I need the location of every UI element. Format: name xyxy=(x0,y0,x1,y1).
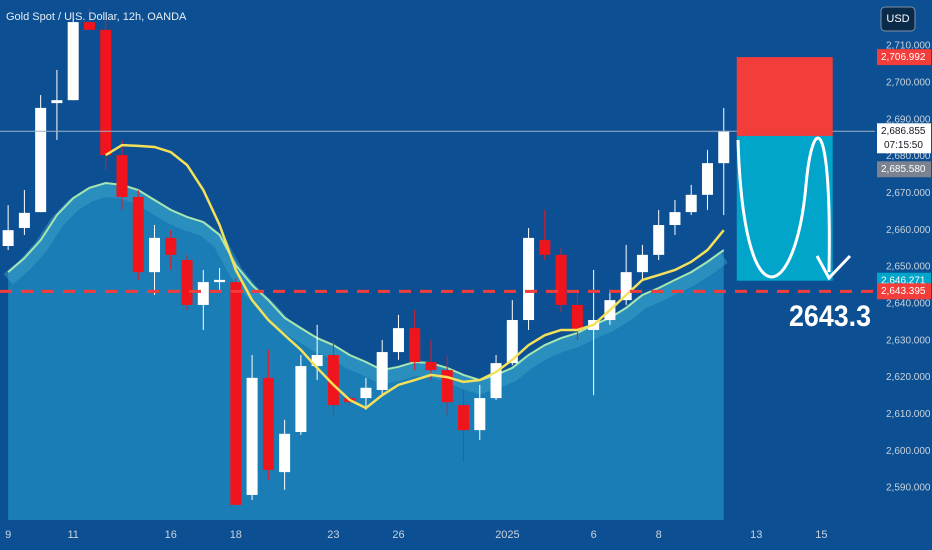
y-tick-label: 2,640.000 xyxy=(886,298,931,309)
candle-body xyxy=(441,370,453,403)
price-line-tag-bg xyxy=(877,283,931,300)
stop-tag: 2,706.992 xyxy=(881,52,926,63)
candle-body xyxy=(620,272,632,301)
candle-body xyxy=(523,237,535,321)
candle-body xyxy=(555,254,567,305)
candle-body xyxy=(67,22,79,101)
annotation: 2643.3 xyxy=(789,300,871,333)
arrow-curve xyxy=(736,136,831,279)
candle-body xyxy=(262,377,274,470)
currency-button[interactable] xyxy=(880,6,916,32)
x-tick-label: 2025 xyxy=(495,529,519,541)
last-price-tag-bg xyxy=(877,123,931,154)
moving-average xyxy=(105,143,725,410)
candle-body xyxy=(571,304,583,330)
candle-body xyxy=(149,237,161,273)
candle-body xyxy=(701,163,713,195)
y-tick-label: 2,610.000 xyxy=(886,409,931,420)
x-tick-label: 6 xyxy=(591,529,597,541)
y-tick-label: 2,620.000 xyxy=(886,372,931,383)
candle-body xyxy=(132,197,144,273)
candle-body xyxy=(246,377,258,495)
x-tick-label: 23 xyxy=(327,529,339,541)
x-tick-label: 18 xyxy=(230,529,242,541)
candle-body xyxy=(506,320,518,364)
candle-body xyxy=(685,194,697,213)
y-tick-label: 2,590.000 xyxy=(886,483,931,494)
x-tick-label: 16 xyxy=(165,529,177,541)
arrow-head xyxy=(815,254,852,281)
currency-label: USD xyxy=(886,13,909,25)
candle-body xyxy=(116,155,128,198)
candle-body xyxy=(669,212,681,226)
candle-body xyxy=(2,230,14,247)
candle-body xyxy=(35,107,47,213)
candle-body xyxy=(409,328,421,363)
candle-body xyxy=(197,282,209,305)
candle-body xyxy=(376,352,388,390)
y-tick-label: 2,630.000 xyxy=(886,335,931,346)
entry-tag-bg xyxy=(877,161,931,178)
candle-body xyxy=(458,405,470,431)
candle-body xyxy=(51,100,63,104)
x-tick-label: 11 xyxy=(67,529,78,541)
x-tick-label: 9 xyxy=(5,529,11,541)
y-tick-label: 2,670.000 xyxy=(886,188,931,199)
candle-body xyxy=(279,433,291,473)
candle-body xyxy=(230,282,242,505)
timer: 07:15:50 xyxy=(884,140,923,151)
candle-body xyxy=(653,225,665,255)
candle-body xyxy=(295,366,307,432)
price-line-tag: 2,643.395 xyxy=(881,286,926,297)
candle-body xyxy=(539,240,551,255)
x-tick-label: 13 xyxy=(750,529,762,541)
chart-title: Gold Spot / U.S. Dollar, 12h, OANDA xyxy=(6,11,187,23)
y-tick-label: 2,600.000 xyxy=(886,446,931,457)
candle-body xyxy=(181,260,193,305)
x-tick-label: 26 xyxy=(392,529,404,541)
y-tick-label: 2,700.000 xyxy=(886,78,931,89)
y-tick-label: 2,680.000 xyxy=(886,151,931,162)
last-price-tag: 2,686.855 xyxy=(881,126,926,137)
y-tick-label: 2,690.000 xyxy=(886,114,931,125)
candle-body xyxy=(18,212,30,228)
target-tag: 2,646.271 xyxy=(881,275,926,286)
candle-body xyxy=(83,22,95,30)
y-tick-label: 2,710.000 xyxy=(886,41,931,52)
y-tick-label: 2,650.000 xyxy=(886,262,931,273)
entry-tag: 2,685.580 xyxy=(881,164,926,175)
candle-body xyxy=(360,387,372,399)
x-tick-label: 8 xyxy=(656,529,662,541)
candle-body xyxy=(490,363,502,399)
candle-body xyxy=(392,328,404,353)
x-tick-label: 15 xyxy=(815,529,827,541)
candle-body xyxy=(214,279,226,283)
candle-body xyxy=(165,237,177,255)
candle-body xyxy=(636,254,648,273)
candle-body xyxy=(425,362,437,371)
candle-body xyxy=(718,131,730,164)
candle-body xyxy=(100,29,112,156)
candle-body xyxy=(474,398,486,431)
candle-body xyxy=(327,355,339,406)
y-tick-label: 2,660.000 xyxy=(886,225,931,236)
stop-tag-bg xyxy=(877,49,931,66)
stop-zone xyxy=(736,57,833,136)
candle-body xyxy=(311,355,323,367)
